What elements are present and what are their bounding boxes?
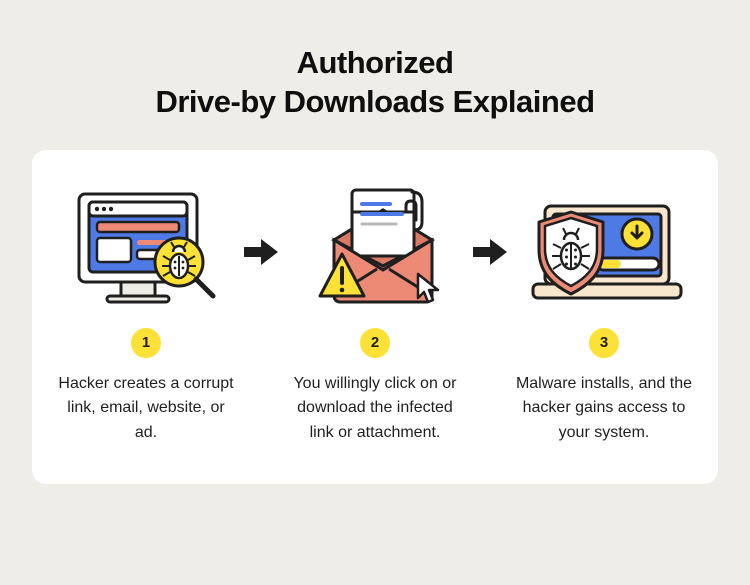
- title-line-2: Drive-by Downloads Explained: [155, 84, 594, 119]
- browser-bug-icon: [61, 184, 231, 314]
- step-3: 3 Malware installs, and the hacker gains…: [514, 184, 694, 446]
- step-number-3: 3: [589, 328, 619, 358]
- email-warning-icon: [290, 184, 460, 314]
- step-2: 2 You willingly click on or download the…: [285, 184, 465, 446]
- step-number-3-text: 3: [600, 334, 608, 351]
- arrow-icon: [244, 239, 278, 265]
- step-1: 1 Hacker creates a corrupt link, email, …: [56, 184, 236, 446]
- laptop-shield-download-icon: [519, 184, 689, 314]
- step-caption-1: Hacker creates a corrupt link, email, we…: [56, 372, 236, 446]
- infographic-canvas: Authorized Drive-by Downloads Explained: [0, 0, 750, 585]
- step-number-1: 1: [131, 328, 161, 358]
- step-number-1-text: 1: [142, 334, 150, 351]
- title-line-1: Authorized: [297, 45, 454, 80]
- step-caption-3: Malware installs, and the hacker gains a…: [514, 372, 694, 446]
- page-title: Authorized Drive-by Downloads Explained: [32, 44, 718, 122]
- arrow-icon: [473, 239, 507, 265]
- step-number-2-text: 2: [371, 334, 379, 351]
- step-caption-2: You willingly click on or download the i…: [285, 372, 465, 446]
- steps-card: 1 Hacker creates a corrupt link, email, …: [32, 150, 718, 484]
- step-number-2: 2: [360, 328, 390, 358]
